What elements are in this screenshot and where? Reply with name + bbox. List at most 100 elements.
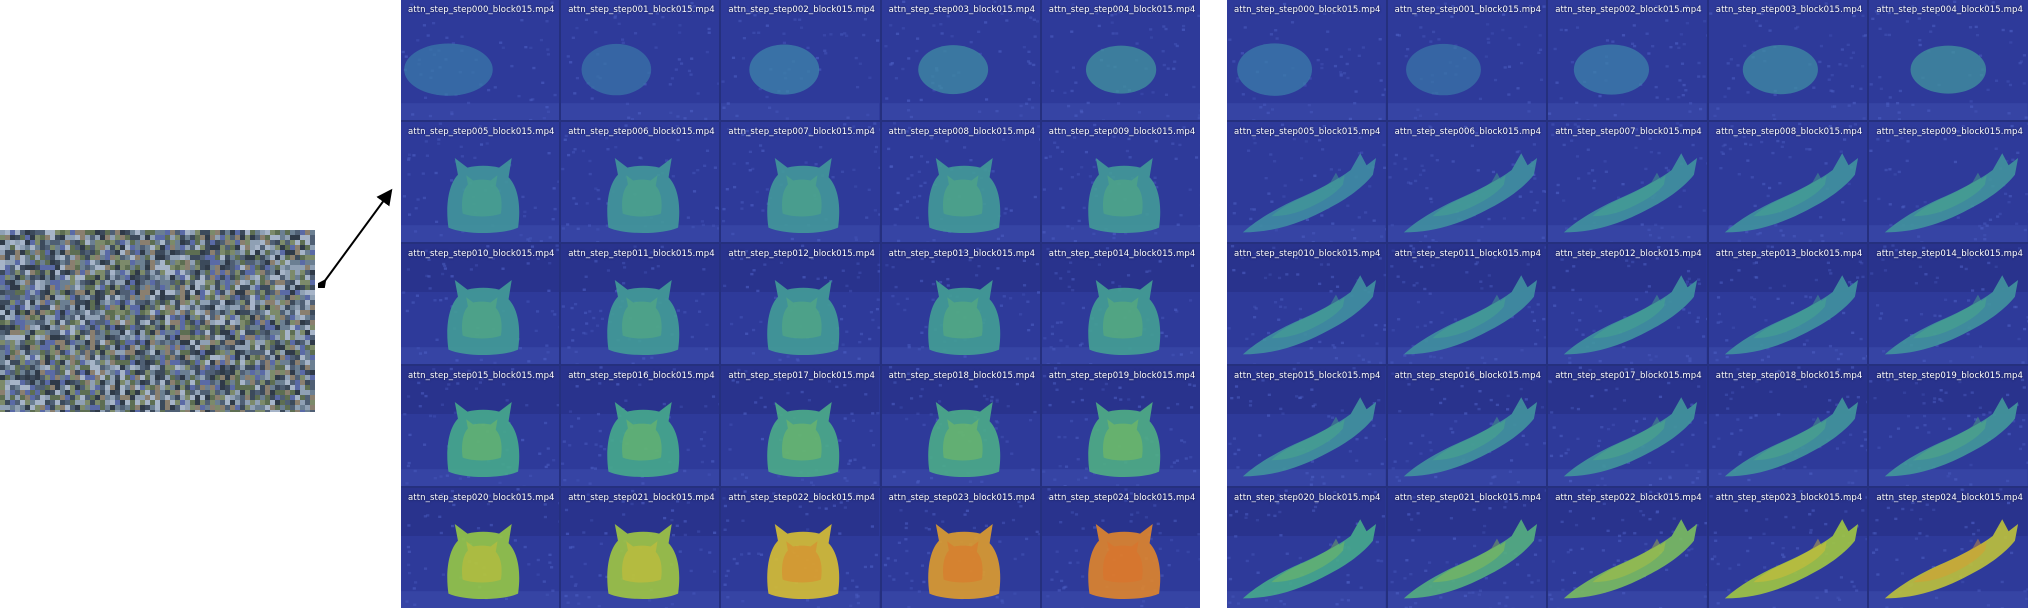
tile-filename-label: attn_step_step012_block015.mp4 [1555,249,1702,259]
attention-map-tile: attn_step_step018_block015.mp4 [1708,366,1868,486]
attention-map-tile: attn_step_step012_block015.mp4 [721,244,880,364]
tile-filename-label: attn_step_step002_block015.mp4 [1555,5,1702,15]
attention-map-tile: attn_step_step017_block015.mp4 [721,366,880,486]
tile-filename-label: attn_step_step009_block015.mp4 [1876,127,2023,137]
tile-filename-label: attn_step_step022_block015.mp4 [1555,493,1702,503]
tile-filename-label: attn_step_step009_block015.mp4 [1048,127,1196,137]
tile-filename-label: attn_step_step008_block015.mp4 [1715,127,1863,137]
attention-map-tile: attn_step_step019_block015.mp4 [1041,366,1200,486]
tile-filename-label: attn_step_step014_block015.mp4 [1876,249,2023,259]
attention-map-tile: attn_step_step010_block015.mp4 [1227,244,1386,364]
attention-grid-left: attn_step_step000_block015.mp4 attn_step_… [401,0,1200,608]
attention-map-tile: attn_step_step003_block015.mp4 [881,0,1040,120]
attention-map-tile: attn_step_step003_block015.mp4 [1708,0,1868,120]
attention-map-tile: attn_step_step009_block015.mp4 [1869,122,2028,242]
attention-map-tile: attn_step_step016_block015.mp4 [561,366,720,486]
tile-filename-label: attn_step_step017_block015.mp4 [1555,371,1702,381]
tile-filename-label: attn_step_step013_block015.mp4 [1715,249,1863,259]
attention-map-tile: attn_step_step017_block015.mp4 [1548,366,1707,486]
tile-filename-label: attn_step_step014_block015.mp4 [1048,249,1196,259]
attention-map-tile: attn_step_step004_block015.mp4 [1869,0,2028,120]
tile-filename-label: attn_step_step013_block015.mp4 [888,249,1036,259]
tile-filename-label: attn_step_step018_block015.mp4 [888,371,1036,381]
tile-filename-label: attn_step_step011_block015.mp4 [1394,249,1542,259]
attention-map-tile: attn_step_step005_block015.mp4 [401,122,560,242]
tile-filename-label: attn_step_step004_block015.mp4 [1876,5,2023,15]
attention-map-tile: attn_step_step006_block015.mp4 [561,122,720,242]
attention-map-tile: attn_step_step021_block015.mp4 [1387,488,1547,608]
tile-filename-label: attn_step_step001_block015.mp4 [568,5,715,15]
attention-map-tile: attn_step_step019_block015.mp4 [1869,366,2028,486]
attention-map-tile: attn_step_step011_block015.mp4 [1387,244,1547,364]
tile-filename-label: attn_step_step006_block015.mp4 [568,127,715,137]
attention-map-tile: attn_step_step006_block015.mp4 [1387,122,1547,242]
tile-filename-label: attn_step_step002_block015.mp4 [728,5,875,15]
double-arrow-icon [318,188,393,288]
tile-filename-label: attn_step_step007_block015.mp4 [728,127,875,137]
tile-filename-label: attn_step_step008_block015.mp4 [888,127,1036,137]
tile-filename-label: attn_step_step019_block015.mp4 [1048,371,1196,381]
attention-map-tile: attn_step_step012_block015.mp4 [1548,244,1707,364]
attention-map-tile: attn_step_step004_block015.mp4 [1041,0,1200,120]
attention-map-tile: attn_step_step015_block015.mp4 [401,366,560,486]
tile-filename-label: attn_step_step015_block015.mp4 [408,371,555,381]
tile-filename-label: attn_step_step021_block015.mp4 [1394,493,1542,503]
attention-map-tile: attn_step_step000_block015.mp4 [1227,0,1386,120]
attention-map-tile: attn_step_step020_block015.mp4 [401,488,560,608]
attention-map-tile: attn_step_step024_block015.mp4 [1041,488,1200,608]
tile-filename-label: attn_step_step017_block015.mp4 [728,371,875,381]
tile-filename-label: attn_step_step003_block015.mp4 [1715,5,1863,15]
attention-map-tile: attn_step_step007_block015.mp4 [721,122,880,242]
attention-map-tile: attn_step_step002_block015.mp4 [1548,0,1707,120]
tile-filename-label: attn_step_step010_block015.mp4 [1234,249,1381,259]
tile-filename-label: attn_step_step010_block015.mp4 [408,249,555,259]
tile-filename-label: attn_step_step018_block015.mp4 [1715,371,1863,381]
attention-map-tile: attn_step_step023_block015.mp4 [881,488,1040,608]
attention-map-tile: attn_step_step011_block015.mp4 [561,244,720,364]
input-noise-image [0,230,315,412]
tile-filename-label: attn_step_step007_block015.mp4 [1555,127,1702,137]
attention-map-tile: attn_step_step016_block015.mp4 [1387,366,1547,486]
tile-filename-label: attn_step_step021_block015.mp4 [568,493,715,503]
attention-map-tile: attn_step_step007_block015.mp4 [1548,122,1707,242]
attention-map-tile: attn_step_step023_block015.mp4 [1708,488,1868,608]
tile-filename-label: attn_step_step023_block015.mp4 [1715,493,1863,503]
tile-filename-label: attn_step_step012_block015.mp4 [728,249,875,259]
attention-map-tile: attn_step_step013_block015.mp4 [881,244,1040,364]
attention-map-tile: attn_step_step009_block015.mp4 [1041,122,1200,242]
attention-map-tile: attn_step_step001_block015.mp4 [1387,0,1547,120]
tile-filename-label: attn_step_step022_block015.mp4 [728,493,875,503]
attention-map-tile: attn_step_step024_block015.mp4 [1869,488,2028,608]
tile-filename-label: attn_step_step005_block015.mp4 [1234,127,1381,137]
tile-filename-label: attn_step_step023_block015.mp4 [888,493,1036,503]
tile-filename-label: attn_step_step000_block015.mp4 [1234,5,1381,15]
tile-filename-label: attn_step_step003_block015.mp4 [888,5,1036,15]
attention-map-tile: attn_step_step005_block015.mp4 [1227,122,1386,242]
tile-filename-label: attn_step_step016_block015.mp4 [568,371,715,381]
tile-filename-label: attn_step_step020_block015.mp4 [1234,493,1381,503]
tile-filename-label: attn_step_step004_block015.mp4 [1048,5,1196,15]
attention-map-tile: attn_step_step013_block015.mp4 [1708,244,1868,364]
tile-filename-label: attn_step_step015_block015.mp4 [1234,371,1381,381]
attention-map-tile: attn_step_step022_block015.mp4 [721,488,880,608]
attention-map-tile: attn_step_step015_block015.mp4 [1227,366,1386,486]
tile-filename-label: attn_step_step019_block015.mp4 [1876,371,2023,381]
attention-map-tile: attn_step_step014_block015.mp4 [1869,244,2028,364]
tile-filename-label: attn_step_step006_block015.mp4 [1394,127,1542,137]
attention-map-tile: attn_step_step008_block015.mp4 [1708,122,1868,242]
attention-map-tile: attn_step_step021_block015.mp4 [561,488,720,608]
tile-filename-label: attn_step_step024_block015.mp4 [1876,493,2023,503]
tile-filename-label: attn_step_step016_block015.mp4 [1394,371,1542,381]
tile-filename-label: attn_step_step005_block015.mp4 [408,127,555,137]
attention-map-tile: attn_step_step014_block015.mp4 [1041,244,1200,364]
tile-filename-label: attn_step_step000_block015.mp4 [408,5,555,15]
attention-map-tile: attn_step_step008_block015.mp4 [881,122,1040,242]
tile-filename-label: attn_step_step020_block015.mp4 [408,493,555,503]
attention-map-tile: attn_step_step020_block015.mp4 [1227,488,1386,608]
attention-map-tile: attn_step_step010_block015.mp4 [401,244,560,364]
tile-filename-label: attn_step_step011_block015.mp4 [568,249,715,259]
attention-map-tile: attn_step_step018_block015.mp4 [881,366,1040,486]
attention-map-tile: attn_step_step001_block015.mp4 [561,0,720,120]
attention-map-tile: attn_step_step000_block015.mp4 [401,0,560,120]
attention-grid-right: attn_step_step000_block015.mp4 attn_step_… [1227,0,2028,608]
